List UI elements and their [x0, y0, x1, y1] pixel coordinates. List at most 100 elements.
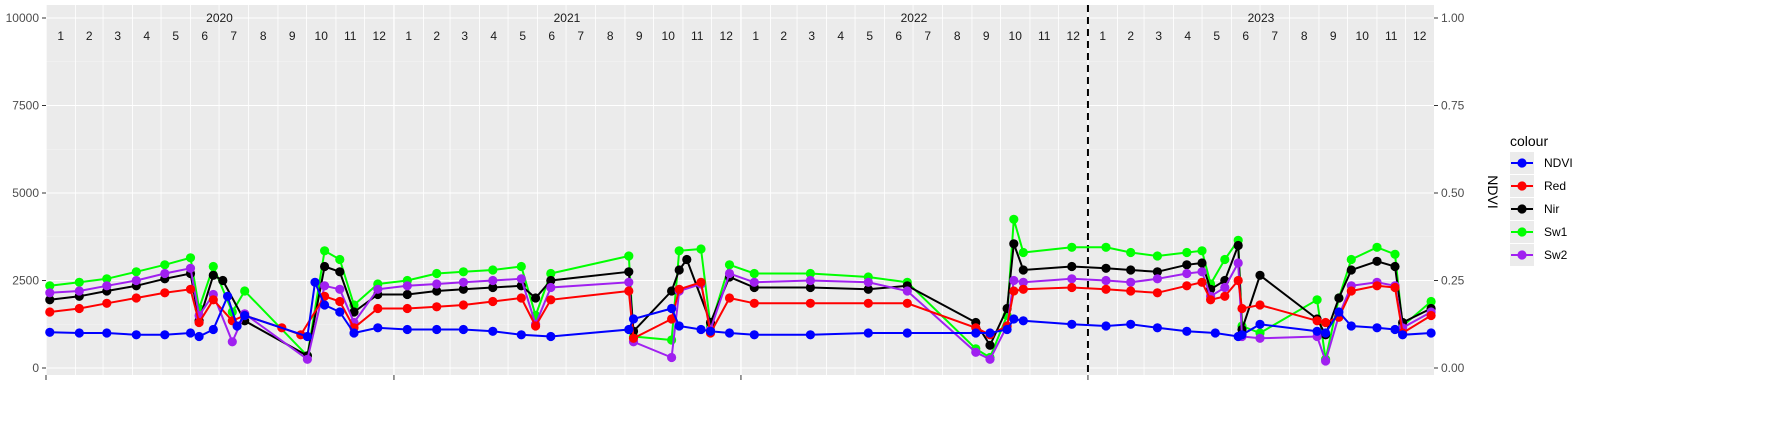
data-point-sw2	[985, 354, 995, 364]
legend-key-point	[1517, 181, 1527, 191]
data-point-ndvi	[902, 328, 912, 338]
data-point-sw2	[227, 337, 237, 347]
data-point-sw2	[1233, 258, 1243, 268]
data-point-sw1	[805, 268, 816, 279]
legend-label: NDVI	[1544, 156, 1573, 170]
data-point-red	[1372, 281, 1382, 291]
month-label: 5	[866, 29, 873, 43]
month-label: 3	[1155, 29, 1162, 43]
month-label: 1	[1099, 29, 1106, 43]
data-point-sw1	[749, 268, 759, 279]
data-point-ndvi	[1067, 319, 1077, 329]
month-label: 6	[895, 29, 902, 43]
month-label: 12	[1413, 29, 1427, 43]
data-point-nir	[546, 275, 556, 286]
data-point-sw2	[863, 277, 873, 287]
data-point-sw1	[724, 260, 735, 270]
data-point-sw1	[1426, 296, 1436, 307]
data-point-sw2	[45, 288, 55, 298]
data-point-nir	[1182, 260, 1192, 270]
data-point-sw2	[1321, 356, 1331, 366]
month-label: 3	[114, 29, 121, 43]
data-point-nir	[488, 282, 498, 293]
year-label: 2020	[206, 11, 233, 25]
month-label: 6	[201, 29, 208, 43]
month-label: 11	[1038, 29, 1051, 43]
data-point-sw2	[1220, 282, 1230, 293]
legend-key-point	[1517, 204, 1527, 214]
right-axis-tick-label: 0.25	[1441, 274, 1465, 288]
data-point-red	[546, 295, 556, 305]
data-point-sw1	[74, 277, 84, 287]
data-point-red	[749, 298, 759, 308]
data-point-ndvi	[1182, 326, 1192, 336]
data-point-ndvi	[160, 330, 170, 340]
month-label: 11	[691, 29, 704, 43]
legend-title: colour	[1510, 133, 1548, 149]
data-point-sw2	[373, 284, 383, 294]
data-point-sw2	[1255, 333, 1265, 343]
data-point-ndvi	[1210, 328, 1220, 338]
data-point-sw2	[624, 277, 634, 287]
data-point-sw2	[724, 268, 735, 279]
data-point-red	[902, 298, 912, 308]
month-label: 2	[433, 29, 440, 43]
month-label: 7	[577, 29, 584, 43]
series-layer	[45, 214, 1436, 366]
month-label: 6	[1242, 29, 1249, 43]
month-label: 8	[1301, 29, 1308, 43]
month-label: 3	[808, 29, 815, 43]
data-point-ndvi	[102, 328, 112, 338]
month-label: 7	[1271, 29, 1278, 43]
data-point-ndvi	[1126, 319, 1136, 329]
legend-key-point	[1517, 250, 1527, 260]
left-axis-tick-label: 7500	[12, 99, 39, 113]
data-point-sw1	[1009, 214, 1019, 224]
month-label: 12	[1067, 29, 1081, 43]
data-point-nir	[1390, 261, 1400, 272]
data-point-red	[1390, 282, 1400, 293]
data-point-ndvi	[696, 324, 706, 335]
year-label: 2021	[554, 11, 581, 25]
month-label: 9	[289, 29, 296, 43]
data-point-nir	[335, 267, 345, 277]
legend-key-point	[1517, 227, 1527, 237]
data-point-ndvi	[546, 331, 556, 342]
data-point-sw1	[1312, 295, 1322, 305]
month-label: 9	[636, 29, 643, 43]
data-point-ndvi	[45, 327, 55, 337]
data-point-ndvi	[1152, 323, 1162, 333]
data-point-sw2	[971, 347, 981, 357]
data-point-sw1	[1220, 254, 1230, 265]
data-point-sw1	[1067, 242, 1077, 252]
data-point-nir	[682, 254, 692, 265]
data-point-ndvi	[628, 314, 639, 324]
data-point-sw1	[131, 267, 141, 277]
right-axis-tick-label: 0.75	[1441, 99, 1465, 113]
data-point-sw2	[320, 281, 330, 291]
legend: colour NDVI Red Nir Sw1 Sw2	[1510, 133, 1573, 266]
data-point-red	[488, 296, 498, 307]
data-point-sw1	[1126, 247, 1136, 258]
data-point-ndvi	[1237, 330, 1247, 340]
data-point-ndvi	[1018, 316, 1028, 326]
data-point-ndvi	[1009, 314, 1019, 324]
left-axis-tick-label: 2500	[12, 274, 39, 288]
month-label: 9	[1330, 29, 1337, 43]
data-point-nir	[1009, 239, 1019, 249]
legend-label: Sw1	[1544, 225, 1568, 239]
month-label: 7	[924, 29, 931, 43]
series-ndvi	[45, 277, 1436, 342]
data-point-red	[696, 277, 706, 287]
right-axis-tick-label: 1.00	[1441, 11, 1465, 25]
data-point-ndvi	[335, 307, 345, 317]
data-point-red	[402, 303, 412, 314]
data-point-sw1	[1182, 247, 1192, 258]
left-axis-tick-label: 5000	[12, 186, 39, 200]
data-point-sw2	[432, 279, 442, 289]
data-point-ndvi	[194, 331, 204, 342]
data-point-sw2	[302, 354, 312, 364]
data-point-sw2	[488, 275, 498, 286]
data-point-sw1	[1372, 242, 1382, 252]
data-point-ndvi	[1426, 328, 1436, 338]
